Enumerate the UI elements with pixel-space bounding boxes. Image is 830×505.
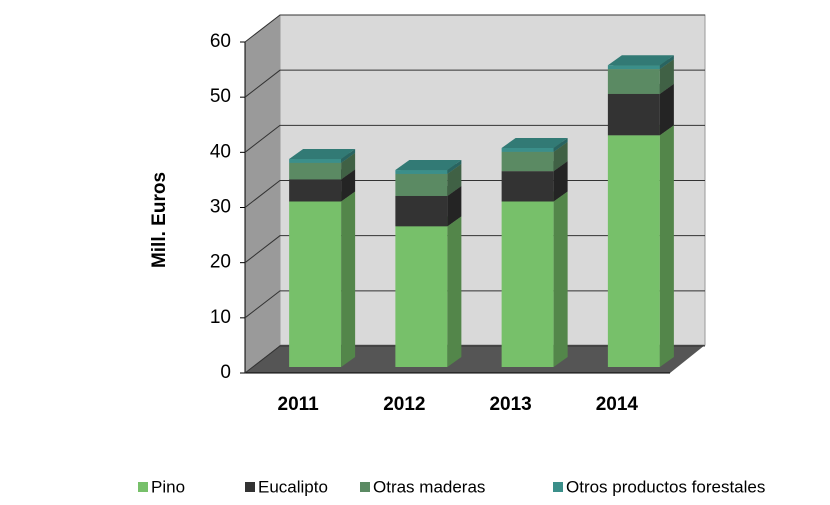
bar-segment	[289, 201, 342, 367]
legend-label: Eucalipto	[258, 477, 328, 496]
bar-segment	[395, 173, 448, 196]
bar-side	[553, 161, 568, 202]
legend-label: Otras maderas	[373, 477, 485, 496]
legend-swatch	[138, 482, 148, 492]
bar-segment	[607, 69, 660, 94]
grid-line	[244, 124, 705, 153]
y-tick-label: 30	[210, 197, 231, 218]
bar-side	[659, 59, 674, 94]
bar-side	[447, 163, 462, 196]
bar-side	[553, 137, 568, 152]
y-tick-label: 10	[210, 307, 231, 328]
bar-segment	[289, 159, 342, 163]
bar-segment	[395, 170, 448, 174]
x-tick-label: 2014	[596, 394, 639, 415]
bar-segment	[395, 226, 448, 367]
bar-segment	[607, 93, 660, 136]
floor	[245, 345, 705, 373]
x-tick-label: 2012	[383, 394, 425, 415]
bar-top	[395, 160, 462, 171]
bar-side	[553, 191, 568, 367]
y-tick-label: 50	[210, 86, 231, 107]
y-tick-label: 20	[210, 252, 231, 273]
y-axis-title: Mill. Euros	[149, 172, 170, 268]
bar-side	[659, 125, 674, 367]
bar-segment	[395, 195, 448, 227]
bar-top	[289, 149, 356, 160]
bar-side	[659, 83, 674, 136]
y-tick-label: 0	[220, 362, 231, 383]
bar-segment	[289, 162, 342, 180]
bar-segment	[607, 135, 660, 367]
bar-side	[447, 185, 462, 227]
y-tick-label: 60	[210, 31, 231, 52]
legend-swatch	[245, 482, 255, 492]
legend-label: Pino	[151, 477, 185, 496]
bar-side	[341, 152, 356, 180]
legend-swatch	[360, 482, 370, 492]
bar-top	[607, 55, 674, 66]
bar-side	[447, 216, 462, 367]
legend-label: Otros productos forestales	[566, 477, 765, 496]
bar-segment	[501, 151, 554, 172]
y-tick-label: 40	[210, 141, 231, 162]
legend-swatch	[553, 482, 563, 492]
bar-segment	[501, 201, 554, 367]
bar-segment	[501, 171, 554, 202]
grid-line	[244, 14, 705, 43]
x-tick-label: 2011	[278, 394, 320, 415]
x-tick-label: 2013	[489, 394, 531, 415]
grid-line	[244, 69, 705, 98]
bar-segment	[501, 147, 554, 152]
bar-side	[341, 169, 356, 202]
bar-side	[659, 55, 674, 70]
bar-top	[501, 137, 568, 148]
bar-segment	[289, 179, 342, 202]
bar-side	[553, 141, 568, 172]
bar-side	[447, 160, 462, 174]
bar-segment	[607, 65, 660, 70]
bar-side	[341, 191, 356, 367]
bar-side	[341, 149, 356, 163]
